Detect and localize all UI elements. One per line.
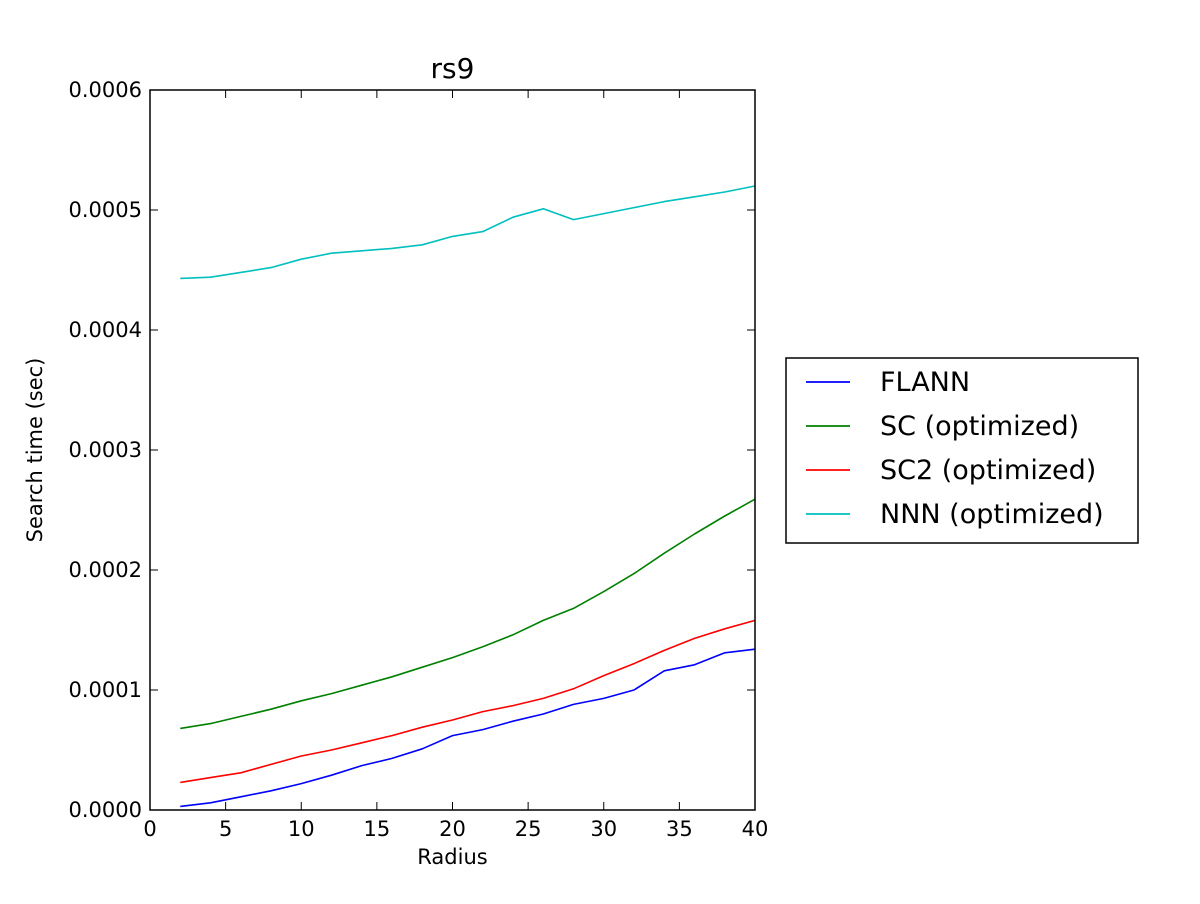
x-axis-label: Radius bbox=[417, 845, 487, 869]
series-line-0 bbox=[180, 648, 756, 808]
y-tick-label: 0.0006 bbox=[69, 78, 142, 102]
x-tick-label: 0 bbox=[143, 817, 156, 841]
y-axis-label: Search time (sec) bbox=[23, 358, 47, 543]
legend-label-3: NNN (optimized) bbox=[880, 499, 1104, 530]
series-line-2 bbox=[180, 619, 756, 784]
axis-ticks: 0 5 10 15 20 25 30 35 40 0.0000 0.0001 0.0002 0.0003… bbox=[69, 78, 769, 841]
plot-area bbox=[150, 90, 755, 810]
legend-label-2: SC2 (optimized) bbox=[880, 455, 1096, 486]
legend: FLANN SC (optimized) SC2 (optimized) NNN (o… bbox=[785, 357, 1139, 544]
legend-label-0: FLANN bbox=[880, 367, 970, 398]
series-line-3 bbox=[180, 185, 756, 280]
y-tick-label: 0.0001 bbox=[69, 678, 142, 702]
y-tick-label: 0.0003 bbox=[69, 438, 142, 462]
x-tick-label: 20 bbox=[439, 817, 466, 841]
legend-box bbox=[785, 357, 1139, 544]
x-tick-label: 5 bbox=[219, 817, 232, 841]
series-layer bbox=[180, 185, 756, 808]
y-tick-label: 0.0004 bbox=[69, 318, 142, 342]
x-tick-label: 15 bbox=[364, 817, 391, 841]
series-line-1 bbox=[180, 498, 756, 730]
chart-title: rs9 bbox=[431, 52, 475, 85]
x-tick-label: 10 bbox=[288, 817, 315, 841]
y-tick-label: 0.0002 bbox=[69, 558, 142, 582]
x-tick-label: 30 bbox=[590, 817, 617, 841]
legend-label-1: SC (optimized) bbox=[880, 411, 1079, 442]
x-tick-label: 25 bbox=[515, 817, 542, 841]
x-tick-label: 40 bbox=[742, 817, 769, 841]
y-tick-label: 0.0005 bbox=[69, 198, 142, 222]
x-tick-label: 35 bbox=[666, 817, 693, 841]
y-tick-label: 0.0000 bbox=[69, 798, 142, 822]
